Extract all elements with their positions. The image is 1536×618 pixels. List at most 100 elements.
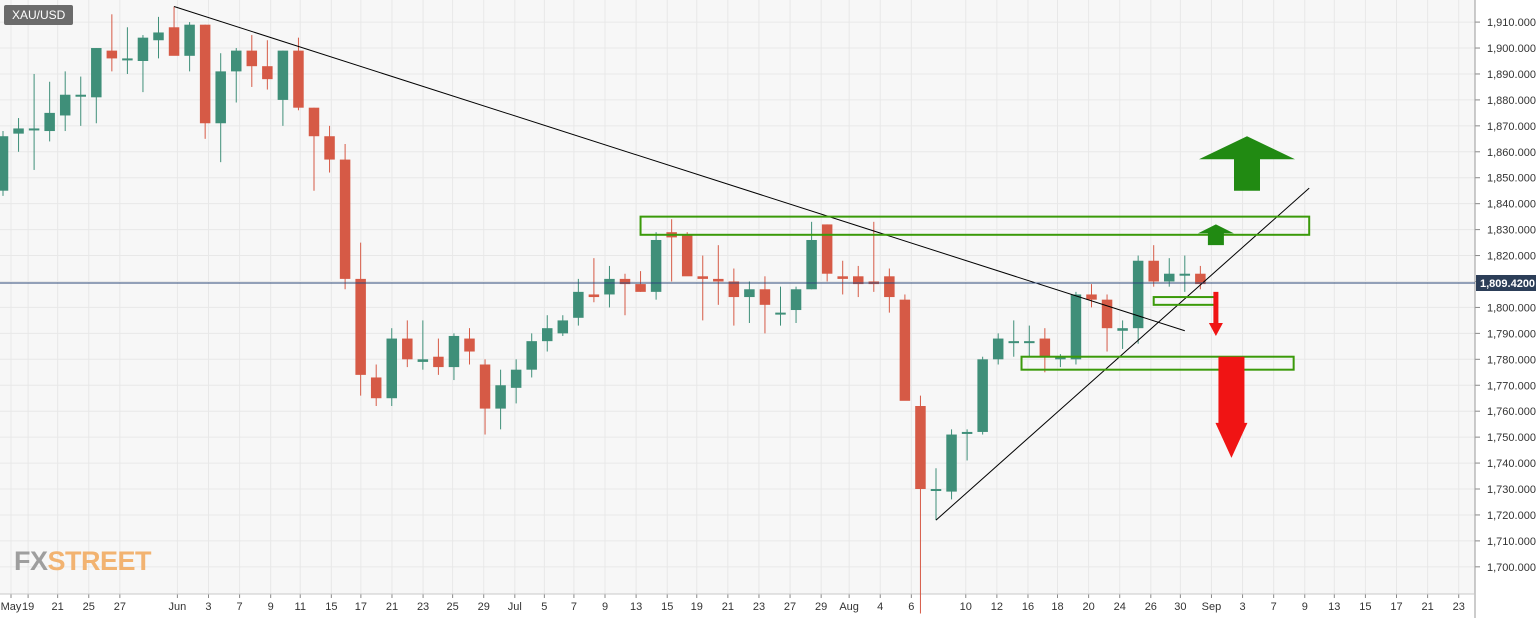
candle-body [697,276,708,279]
candle-body [759,289,771,305]
y-tick-label: 1,790.0000 [1487,328,1536,340]
candle-body [355,278,366,375]
x-tick-label: 30 [1174,601,1186,613]
x-tick-label: 5 [541,601,547,613]
candle-body [1148,260,1159,282]
x-tick-label: 6 [908,601,914,613]
y-tick-label: 1,730.0000 [1487,484,1536,496]
x-tick-label: 12 [991,601,1003,613]
candle-body [1024,341,1035,344]
y-tick-label: 1,760.0000 [1487,406,1536,418]
trendline [935,187,1310,521]
candle-body [946,434,957,492]
candle-body [915,406,926,490]
x-tick-label: 25 [446,601,458,613]
x-tick-label: 27 [784,601,796,613]
candle-body [1164,273,1175,282]
candle-body [246,50,258,67]
candle-body [215,71,226,124]
price-zone-box [639,215,1311,236]
y-tick-label: 1,820.0000 [1487,251,1536,263]
candle-body [899,299,911,401]
y-tick-label: 1,870.0000 [1487,121,1536,133]
candle-body [370,377,382,399]
candle-body [806,239,817,290]
candle-body [1008,341,1019,344]
x-tick-label: 3 [1239,601,1245,613]
candle-body [137,37,149,61]
y-tick-label: 1,880.0000 [1487,95,1536,107]
y-tick-label: 1,710.0000 [1487,536,1536,548]
candle-body [59,94,71,116]
candle-body [1101,299,1113,329]
candle-body [262,66,273,80]
candle-body [44,112,55,132]
x-tick-label: 21 [1421,601,1433,613]
candle-body [821,224,833,274]
candle-body [448,335,460,368]
candle-body [775,312,786,315]
y-tick-label: 1,740.0000 [1487,458,1536,470]
candle-body [479,364,491,409]
candle-body [231,50,242,72]
candle-body [510,369,522,388]
x-tick-label: 9 [602,601,608,613]
y-tick-label: 1,720.0000 [1487,510,1536,522]
candle-body [277,50,289,100]
candle-body [542,328,553,342]
current-price-label: 1,809.4200 [1480,278,1535,290]
candle-body [619,278,631,285]
ticker-label[interactable]: XAU/USD [4,5,74,25]
candle-body [573,291,584,318]
x-tick-label: 21 [722,601,734,613]
y-tick-label: 1,860.0000 [1487,147,1536,159]
candle-body [1132,260,1144,329]
x-tick-label: 13 [1328,601,1340,613]
x-tick-label: 9 [1302,601,1308,613]
candle-body [557,320,569,334]
candle-body [1070,294,1082,360]
x-tick-label: 20 [1082,601,1094,613]
trendline [173,6,1185,332]
y-tick-label: 1,770.0000 [1487,380,1536,392]
x-tick-label: 29 [815,601,827,613]
candle-body [122,58,133,61]
price-axis-background [1475,0,1536,618]
up-arrow [1197,224,1234,246]
candle-body [153,32,164,41]
x-tick-label: 27 [114,601,126,613]
x-tick-label: 17 [355,601,367,613]
candle-body [339,159,351,279]
y-tick-label: 1,890.0000 [1487,69,1536,81]
candle-body [1055,356,1066,360]
x-tick-label: Aug [839,601,859,613]
y-tick-label: 1,700.0000 [1487,562,1536,574]
candle-body [604,278,615,295]
y-tick-label: 1,750.0000 [1487,432,1536,444]
x-tick-label: 24 [1114,601,1126,613]
x-tick-label: 25 [83,601,95,613]
candle-body [433,356,444,368]
x-tick-label: 7 [1271,601,1277,613]
y-tick-label: 1,780.0000 [1487,354,1536,366]
y-tick-label: 1,830.0000 [1487,225,1536,237]
candle-body [402,338,413,360]
x-tick-label: 23 [417,601,429,613]
candle-body [961,431,973,434]
current-price-label-bg [1476,274,1536,291]
candle-body [977,359,988,432]
candle-body [464,338,475,352]
candle-body [992,338,1004,360]
candle-body [526,341,537,370]
candle-body [75,94,86,97]
x-tick-label: 17 [1390,601,1402,613]
time-axis-background [0,594,1475,618]
candle-body [386,338,397,399]
x-tick-label: 18 [1051,601,1063,613]
candle-body [1179,273,1191,276]
candle-body [308,107,320,137]
y-tick-label: 1,800.0000 [1487,302,1536,314]
candle-body [106,50,118,59]
y-tick-label: 1,910.0000 [1487,17,1536,29]
